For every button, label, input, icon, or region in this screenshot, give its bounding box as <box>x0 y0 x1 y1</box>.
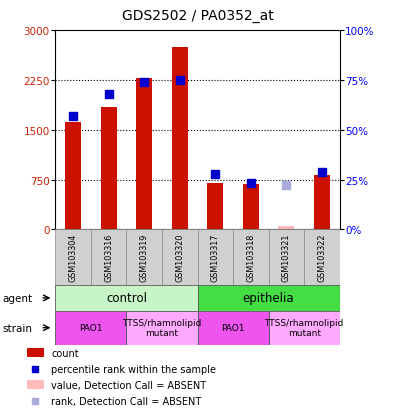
Text: GSM103322: GSM103322 <box>318 233 326 282</box>
Text: value, Detection Call = ABSENT: value, Detection Call = ABSENT <box>51 380 206 390</box>
Bar <box>314 176 330 230</box>
Point <box>212 171 218 178</box>
Text: agent: agent <box>2 293 32 303</box>
Text: GDS2502 / PA0352_at: GDS2502 / PA0352_at <box>122 9 273 23</box>
Text: GSM103317: GSM103317 <box>211 233 220 282</box>
Bar <box>233 230 269 285</box>
Text: epithelia: epithelia <box>243 292 294 305</box>
Bar <box>162 230 198 285</box>
Text: PAO1: PAO1 <box>221 323 245 332</box>
Point <box>141 80 147 86</box>
Text: GSM103318: GSM103318 <box>246 233 255 282</box>
Text: percentile rank within the sample: percentile rank within the sample <box>51 364 216 374</box>
Bar <box>278 226 294 230</box>
Bar <box>101 107 117 230</box>
Text: GSM103320: GSM103320 <box>175 233 184 282</box>
Text: GSM103319: GSM103319 <box>140 233 149 282</box>
Bar <box>136 79 152 230</box>
Point <box>32 366 38 372</box>
Bar <box>269 311 340 345</box>
Point <box>319 169 325 176</box>
Bar <box>304 230 340 285</box>
Bar <box>198 285 340 311</box>
Point <box>283 183 290 189</box>
Bar <box>126 311 198 345</box>
Bar <box>126 230 162 285</box>
Bar <box>55 285 198 311</box>
Text: GSM103321: GSM103321 <box>282 233 291 282</box>
Text: PAO1: PAO1 <box>79 323 103 332</box>
Bar <box>55 311 126 345</box>
Bar <box>207 183 223 230</box>
Text: rank, Detection Call = ABSENT: rank, Detection Call = ABSENT <box>51 396 201 406</box>
Bar <box>91 230 126 285</box>
Bar <box>27 349 43 357</box>
Point <box>105 92 112 98</box>
Text: strain: strain <box>2 323 32 333</box>
Text: count: count <box>51 348 79 358</box>
Point <box>32 398 38 404</box>
Text: TTSS/rhamnolipid
mutant: TTSS/rhamnolipid mutant <box>265 318 344 337</box>
Bar <box>243 185 259 230</box>
Point <box>177 78 183 84</box>
Bar <box>55 230 91 285</box>
Bar <box>198 311 269 345</box>
Text: GSM103316: GSM103316 <box>104 233 113 282</box>
Bar <box>172 48 188 230</box>
Text: TTSS/rhamnolipid
mutant: TTSS/rhamnolipid mutant <box>122 318 201 337</box>
Text: GSM103304: GSM103304 <box>69 233 77 282</box>
Text: control: control <box>106 292 147 305</box>
Point <box>248 181 254 188</box>
Bar <box>269 230 304 285</box>
Bar <box>27 380 43 389</box>
Bar <box>198 230 233 285</box>
Point <box>70 113 76 120</box>
Bar <box>65 123 81 230</box>
